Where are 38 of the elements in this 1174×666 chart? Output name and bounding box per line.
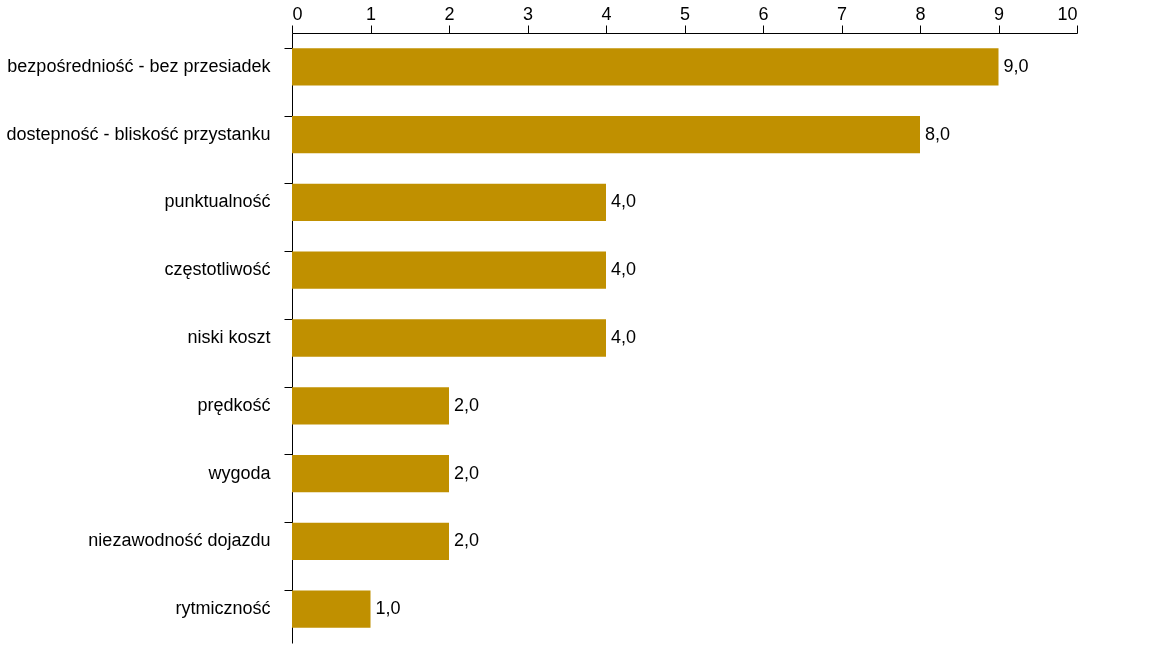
bar: [292, 319, 606, 357]
data-label: 1,0: [375, 598, 401, 619]
y-tick-label: bezpośredniość - bez przesiadek: [7, 55, 272, 76]
x-tick-label: 7: [836, 3, 848, 24]
bar: [292, 48, 999, 86]
x-tick-label: 10: [1057, 3, 1078, 24]
data-label: 4,0: [611, 191, 637, 212]
y-tick-label: niski koszt: [187, 327, 271, 347]
data-label: 4,0: [611, 259, 637, 280]
bar: [292, 590, 371, 628]
y-tick-label: punktualność: [164, 191, 271, 212]
data-label: 2,0: [454, 462, 480, 483]
bar: [292, 454, 449, 493]
x-tick-label: 1: [365, 3, 377, 24]
data-label: 2,0: [454, 394, 480, 415]
y-tick-label: wygoda: [207, 462, 272, 483]
bar: [292, 116, 920, 154]
y-tick-label: dostepność - bliskość przystanku: [6, 123, 271, 144]
data-label: 4,0: [611, 327, 637, 347]
bar: [292, 183, 606, 222]
x-tick-label: 5: [679, 3, 691, 24]
x-tick-label: 6: [758, 3, 769, 24]
y-tick-label: rytmiczność: [175, 598, 271, 619]
x-tick-label: 9: [993, 3, 1005, 24]
y-tick-label: prędkość: [197, 394, 271, 415]
x-tick-label: 3: [522, 3, 534, 24]
x-tick-label: 4: [601, 3, 612, 24]
data-label: 9,0: [1003, 55, 1029, 76]
x-tick-label: 2: [444, 3, 455, 24]
x-tick-label: 0: [292, 3, 303, 24]
y-tick-label: częstotliwość: [164, 259, 271, 280]
bar: [292, 251, 606, 289]
data-label: 2,0: [454, 530, 480, 551]
bar: [292, 387, 449, 425]
data-label: 8,0: [925, 123, 951, 144]
x-tick-label: 8: [915, 3, 926, 24]
y-tick-label: niezawodność dojazdu: [88, 530, 271, 551]
bar: [292, 522, 449, 560]
